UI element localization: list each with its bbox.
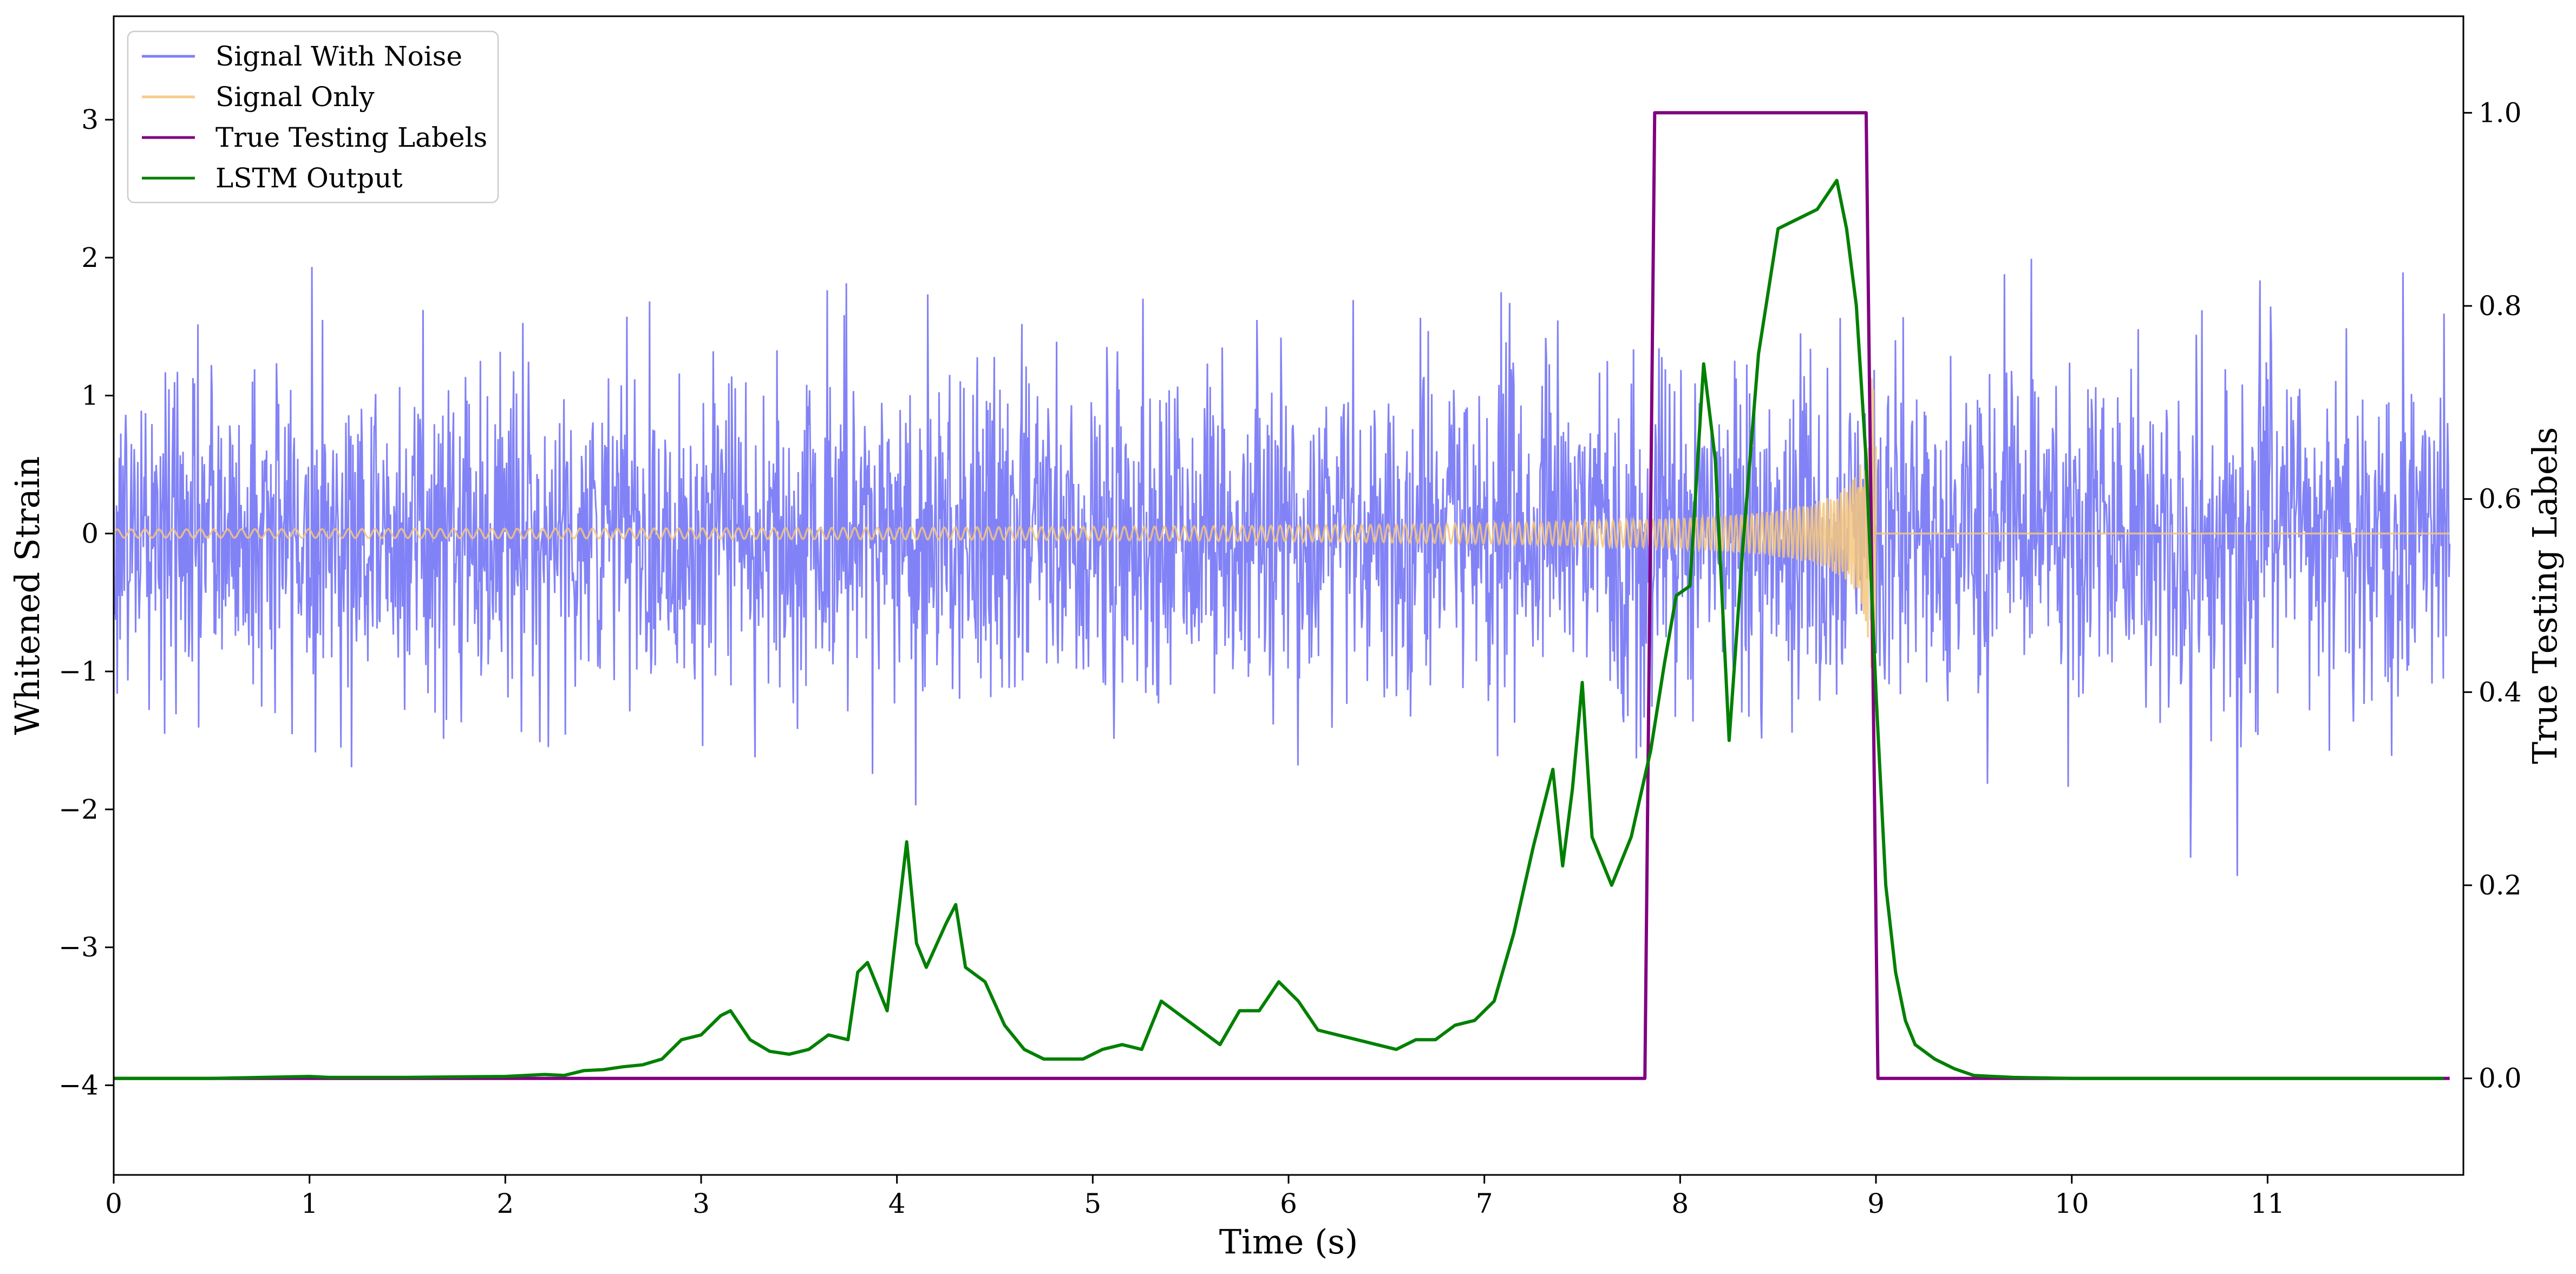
y-tick-label: −1 xyxy=(58,656,99,687)
ticks-layer: 0 1 2 3 4 5 6 7 8 9 10 11 −4 −3 −2 −1 0 1 2 3 0.0 0.2 0.4 0.6 0.… xyxy=(58,97,2521,1219)
y2-tick-label: 1.0 xyxy=(2479,97,2522,128)
x-tick-label: 9 xyxy=(1867,1188,1885,1219)
y2-tick-label: 0.6 xyxy=(2479,484,2522,515)
y2-axis-label: True Testing Labels xyxy=(2525,427,2565,765)
y2-tick-label: 0.0 xyxy=(2479,1063,2522,1094)
x-tick-label: 4 xyxy=(888,1188,906,1219)
x-tick-label: 8 xyxy=(1671,1188,1689,1219)
x-tick-label: 7 xyxy=(1476,1188,1493,1219)
series-lstm-output xyxy=(114,179,2444,1080)
x-tick-label: 5 xyxy=(1084,1188,1101,1219)
y-tick-label: −2 xyxy=(58,794,99,825)
y-tick-label: 0 xyxy=(81,518,99,549)
legend-frame xyxy=(127,30,499,204)
x-tick-label: 1 xyxy=(301,1188,318,1219)
y-tick-label: 3 xyxy=(81,104,99,135)
y2-tick-label: 0.8 xyxy=(2479,290,2522,322)
x-tick-label: 0 xyxy=(105,1188,122,1219)
legend-label: True Testing Labels xyxy=(215,122,487,153)
y2-tick-label: 0.4 xyxy=(2479,676,2522,708)
x-tick-label: 11 xyxy=(2251,1188,2285,1219)
y-tick-label: −3 xyxy=(58,932,99,963)
series-true-testing-labels xyxy=(114,111,2450,1080)
series-signal-only xyxy=(114,378,2450,698)
series-layer xyxy=(114,111,2451,1080)
legend-label: Signal Only xyxy=(215,81,375,113)
x-axis-label: Time (s) xyxy=(1219,1222,1358,1262)
x-tick-label: 3 xyxy=(692,1188,710,1219)
y-tick-label: 1 xyxy=(81,380,99,411)
y-tick-label: −4 xyxy=(58,1069,99,1101)
y-axis-label: Whitened Strain xyxy=(8,456,47,735)
y2-tick-label: 0.2 xyxy=(2479,870,2522,901)
x-tick-label: 2 xyxy=(496,1188,514,1219)
x-tick-label: 6 xyxy=(1280,1188,1297,1219)
legend-label: Signal With Noise xyxy=(215,41,462,72)
series-signal-with-noise xyxy=(114,258,2451,876)
x-tick-label: 10 xyxy=(2055,1188,2089,1219)
y-tick-label: 2 xyxy=(81,242,99,273)
legend: Signal With Noise Signal Only True Testing… xyxy=(127,30,499,204)
legend-label: LSTM Output xyxy=(215,162,402,194)
